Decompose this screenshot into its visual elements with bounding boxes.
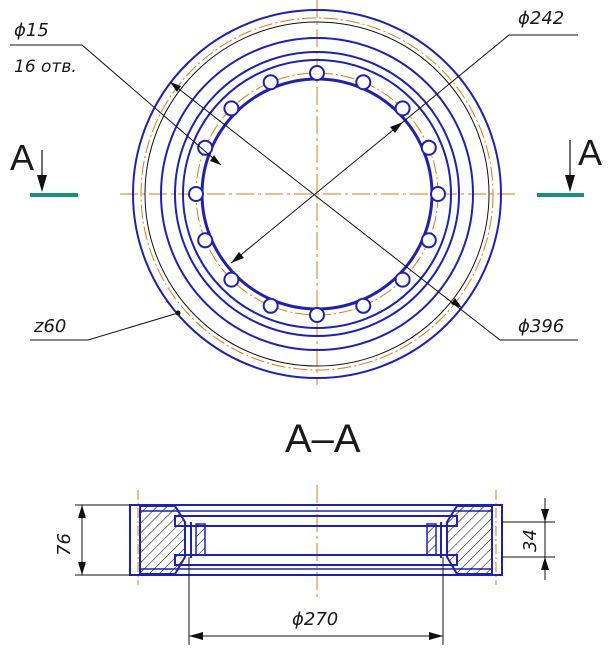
arrow-head xyxy=(541,509,549,522)
bolt-circle-leader xyxy=(230,34,578,264)
section-view: 76 34 ϕ270 xyxy=(54,485,555,645)
teeth-dimension: z60 xyxy=(30,310,181,341)
root-circle xyxy=(144,21,490,367)
leader-dot xyxy=(175,310,181,316)
top-flange xyxy=(174,515,458,527)
section-arrow-head xyxy=(37,175,47,192)
section-outer-profile xyxy=(129,504,503,576)
arrow-head xyxy=(78,562,86,575)
bolt-hole xyxy=(309,65,325,81)
ring-4 xyxy=(182,59,452,329)
arrow-head xyxy=(170,82,181,92)
outer-diameter-label: ϕ396 xyxy=(518,316,564,337)
hole-diameter-label: ϕ15 xyxy=(14,20,49,41)
right-insert xyxy=(426,523,437,556)
section-letter-left: A xyxy=(10,137,34,178)
bolt-circle-label: ϕ242 xyxy=(518,8,564,29)
bolt-hole xyxy=(355,74,372,91)
groove-dimension: 34 xyxy=(502,498,555,580)
outer-diameter-leader xyxy=(169,81,578,341)
teeth-leader xyxy=(30,312,179,341)
bolt-circle-dimension: ϕ242 xyxy=(230,8,578,264)
teeth-label: z60 xyxy=(33,316,66,337)
bolt-hole xyxy=(309,307,325,323)
outer-ring xyxy=(132,9,502,379)
groove-label: 34 xyxy=(520,529,541,552)
arrow-head xyxy=(429,632,443,640)
bolt-hole xyxy=(223,271,240,288)
section-marker-right: A xyxy=(537,132,602,197)
arrow-head xyxy=(451,298,462,308)
bolt-hole xyxy=(223,100,240,117)
arrow-head xyxy=(390,122,403,133)
bolt-hole xyxy=(262,297,279,314)
section-marker-left: A xyxy=(10,137,78,197)
left-insert xyxy=(195,523,206,556)
section-letter-right: A xyxy=(578,132,602,173)
ring-2 xyxy=(160,37,474,351)
bolt-hole xyxy=(262,74,279,91)
inner-diameter-dimension: ϕ270 xyxy=(188,557,444,645)
bolt-hole xyxy=(420,232,437,249)
hole-count-label: 16 отв. xyxy=(14,57,77,77)
outer-diameter-dimension: ϕ396 xyxy=(169,81,578,341)
left-hatched-body xyxy=(139,505,186,575)
section-arrow-head xyxy=(565,175,575,192)
arrow-head xyxy=(231,252,244,263)
section-title: А–А xyxy=(285,417,361,461)
pitch-circle xyxy=(140,17,494,371)
arrow-head xyxy=(541,557,549,570)
bolt-hole xyxy=(197,232,214,249)
hole-leader-line xyxy=(10,44,222,166)
arrow-head xyxy=(189,632,203,640)
bolt-hole xyxy=(197,139,214,156)
inner-diameter-label: ϕ270 xyxy=(292,609,338,630)
ring-3 xyxy=(174,51,460,337)
arrow-head xyxy=(210,155,221,165)
arrow-head xyxy=(78,505,86,518)
bottom-flange xyxy=(174,554,458,566)
height-label: 76 xyxy=(54,533,75,556)
bolt-hole xyxy=(394,271,411,288)
plan-view: ϕ15 16 отв. ϕ242 ϕ396 z60 A xyxy=(10,0,602,385)
bolt-hole xyxy=(420,139,437,156)
bolt-hole xyxy=(188,186,204,202)
right-hatched-body xyxy=(446,505,493,575)
bolt-hole xyxy=(394,100,411,117)
height-dimension: 76 xyxy=(54,504,130,576)
bolt-hole xyxy=(430,186,446,202)
bolt-holes xyxy=(188,65,446,323)
hole-dimension: ϕ15 16 отв. xyxy=(10,20,222,166)
bolt-hole xyxy=(355,297,372,314)
